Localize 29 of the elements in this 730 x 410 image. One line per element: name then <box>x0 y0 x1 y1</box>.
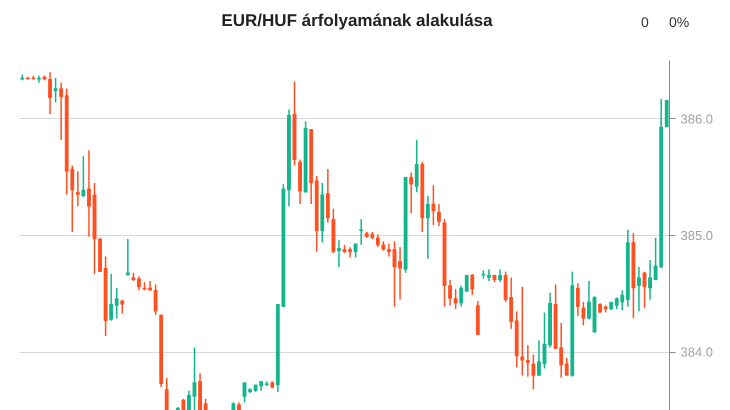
candlestick <box>76 170 80 208</box>
candlestick <box>498 268 502 283</box>
text: 0 <box>641 13 649 32</box>
candlestick <box>437 203 441 227</box>
candlestick <box>126 238 130 276</box>
candlestick <box>576 282 580 317</box>
candlestick <box>81 155 86 198</box>
candlestick <box>337 239 341 268</box>
text: 0% <box>669 13 690 32</box>
candlestick <box>637 266 641 312</box>
candlestick <box>426 195 430 260</box>
candlestick <box>642 270 646 309</box>
candlestick <box>581 301 586 326</box>
candlestick <box>120 298 124 314</box>
candlestick <box>409 172 414 214</box>
candlestick <box>181 398 186 410</box>
y-tick-label: 385.0 <box>680 228 714 243</box>
candlestick <box>414 139 419 194</box>
candlestick <box>359 218 364 246</box>
chart-title: EUR/HUF árfolyamának alakulása <box>221 11 493 30</box>
y-tick-label: 384.0 <box>680 344 714 360</box>
candlestick <box>354 242 358 258</box>
y-tick-label: 386.0 <box>680 111 714 126</box>
candlestick <box>164 377 169 410</box>
candlestick <box>431 184 436 226</box>
candlestick <box>54 77 58 104</box>
candlestick <box>470 273 474 296</box>
candlestick <box>531 354 536 390</box>
candlestick <box>70 164 74 233</box>
